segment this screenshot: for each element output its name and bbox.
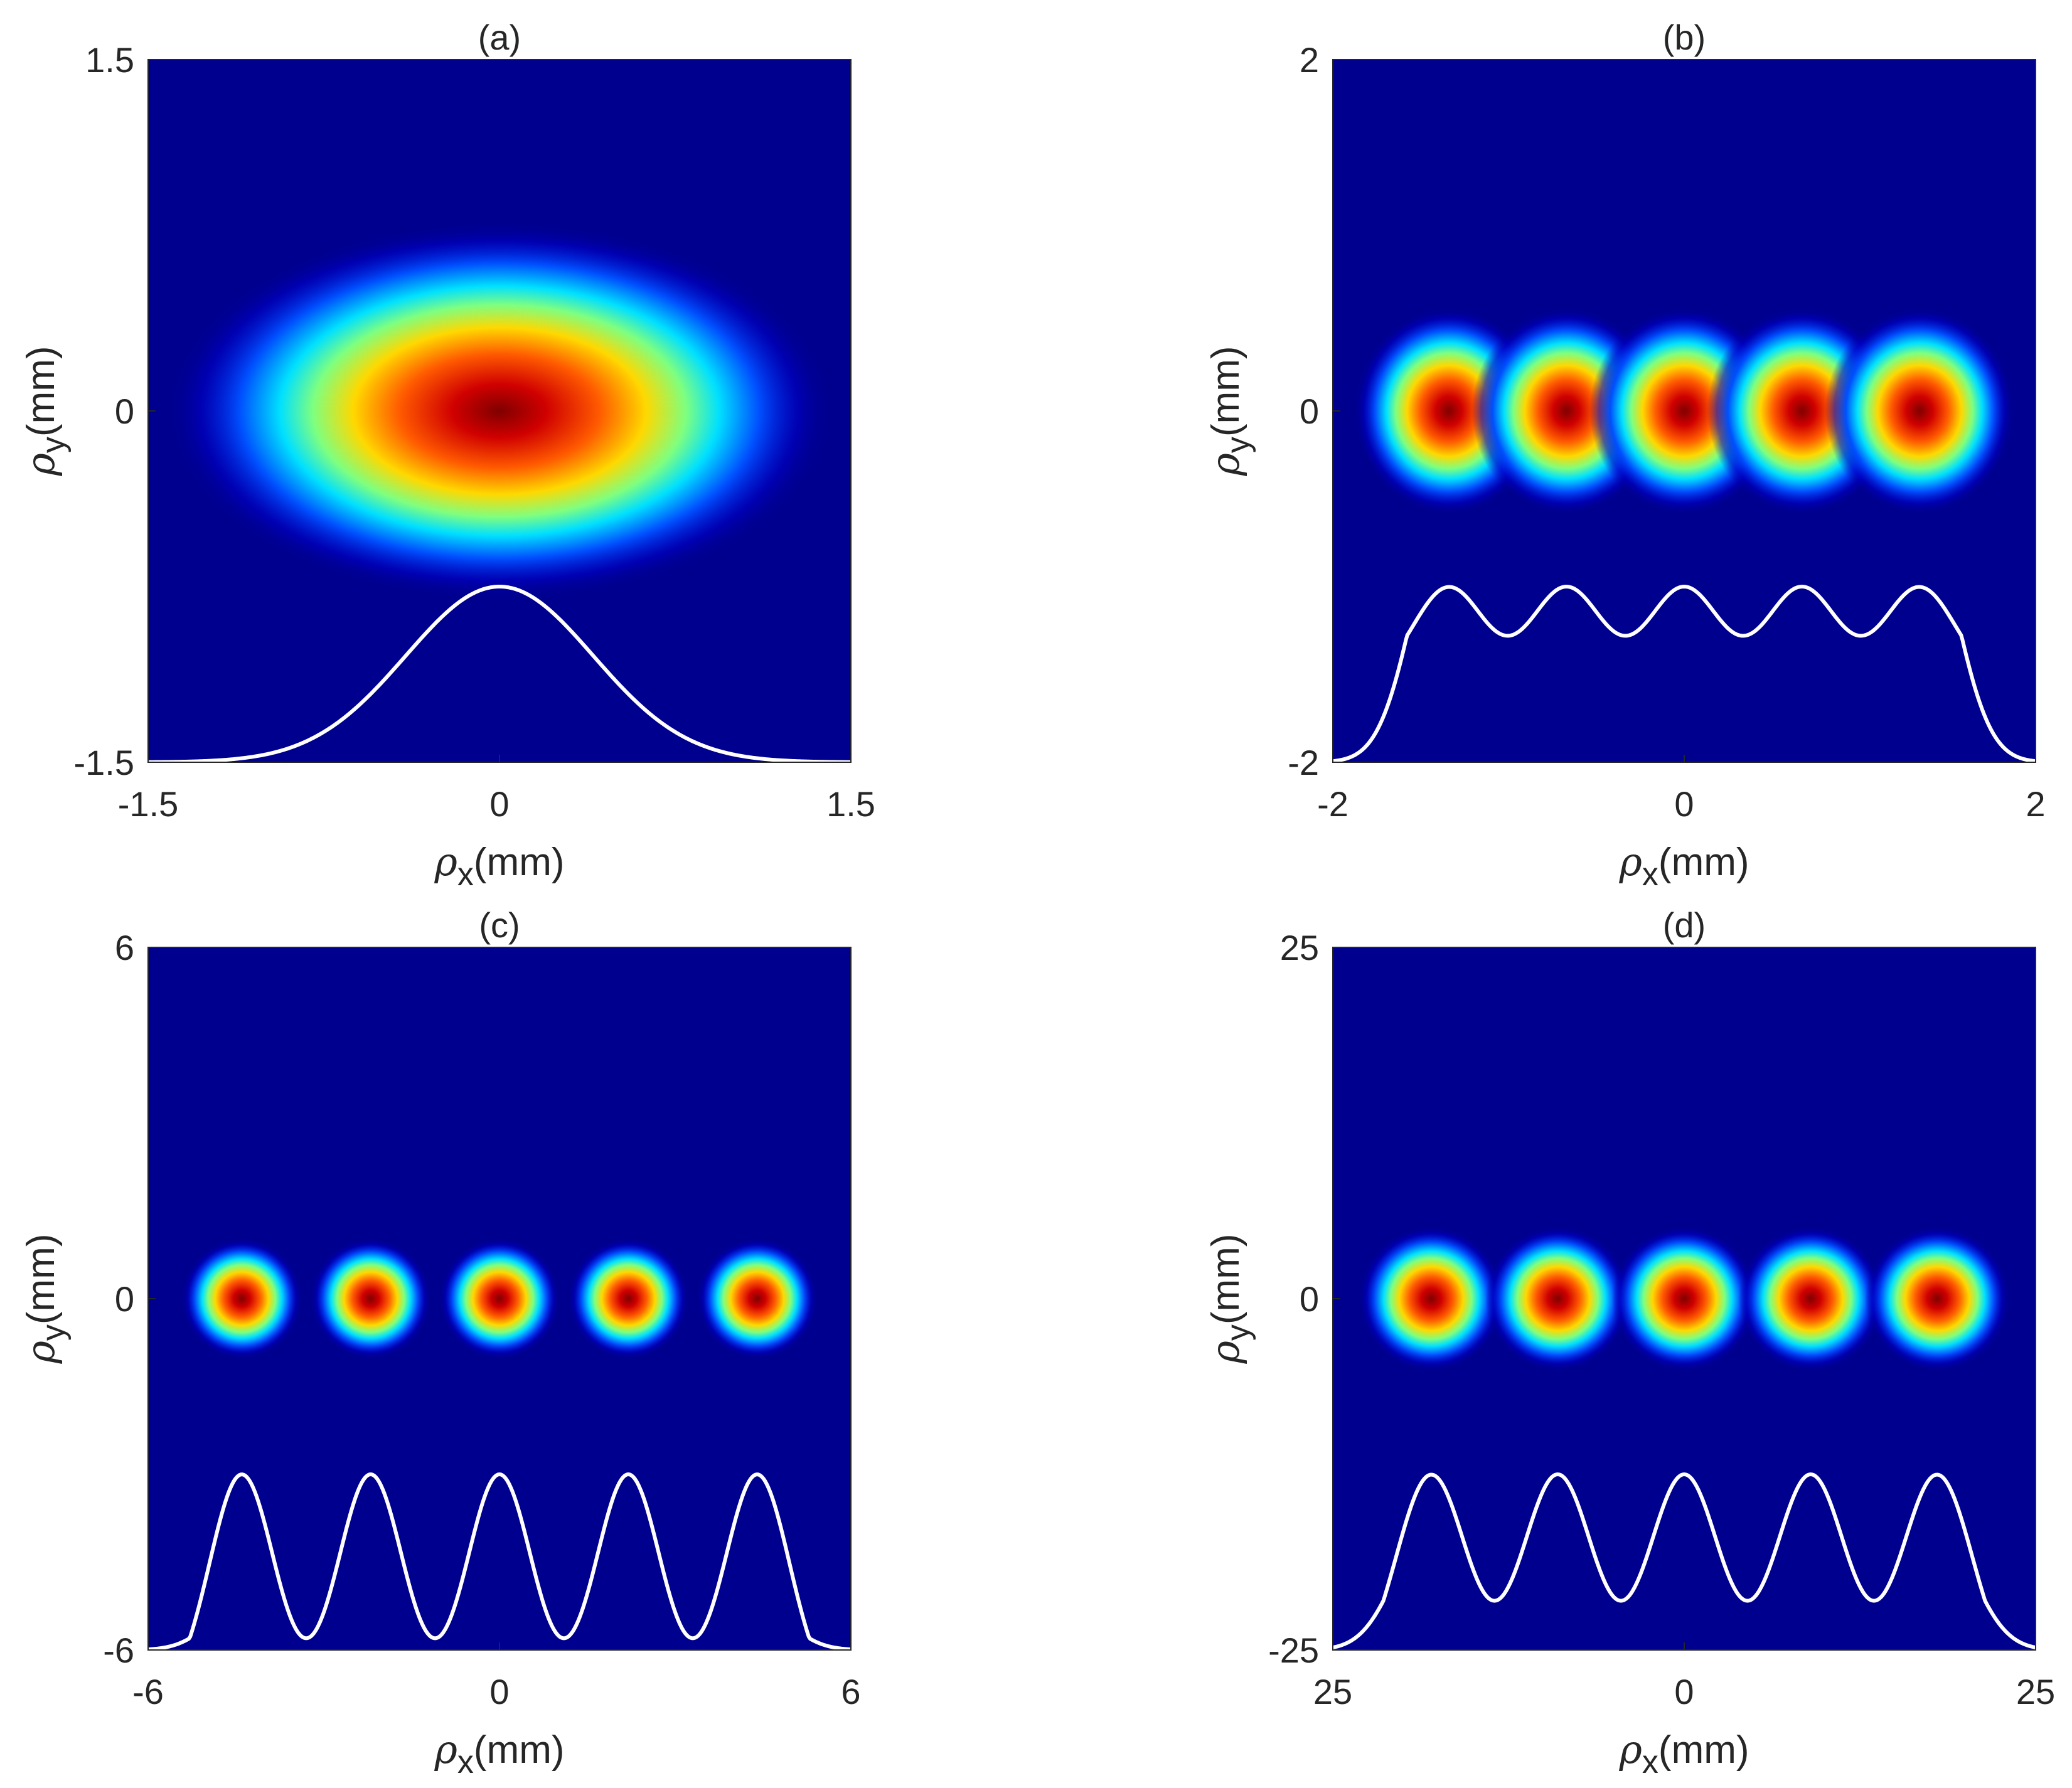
- intensity-spot: [166, 221, 833, 600]
- y-axis-label: ρy(mm): [18, 1233, 72, 1364]
- x-tick-label: -6: [132, 1672, 164, 1711]
- y-tick-label: 0: [1300, 391, 1319, 431]
- intensity-spot: [568, 1238, 689, 1360]
- intensity-spot: [310, 1238, 431, 1360]
- y-tick-label: 2: [1300, 40, 1319, 80]
- panel-title: (a): [478, 18, 521, 57]
- panel-c: -6 0 6 -6 0 6 (c) ρx(mm) ρy(mm): [18, 905, 861, 1780]
- x-tick-label: 25: [1313, 1672, 1352, 1711]
- intensity-profile-line: [1333, 1472, 2036, 1650]
- panel-title: (d): [1663, 905, 1706, 945]
- panel-title: (c): [479, 905, 520, 945]
- x-axis-label: ρx(mm): [434, 839, 564, 893]
- y-tick-label: 6: [115, 928, 134, 967]
- y-tick-label: -6: [103, 1631, 134, 1670]
- x-axis-label: ρx(mm): [434, 1727, 564, 1780]
- y-axis-label: ρy(mm): [1202, 346, 1256, 476]
- panel-a: -1.5 0 1.5 -1.5 0 1.5 (a) ρx(mm) ρy(mm): [18, 18, 875, 893]
- y-tick-label: -25: [1268, 1631, 1319, 1670]
- intensity-spot: [1738, 1226, 1883, 1371]
- y-tick-label: -2: [1288, 743, 1319, 782]
- x-tick-label: 0: [1674, 784, 1694, 824]
- intensity-spot: [1864, 1226, 2010, 1371]
- y-tick-label: -1.5: [74, 743, 135, 782]
- y-tick-label: 0: [115, 1279, 134, 1319]
- y-tick-label: 0: [1300, 1279, 1319, 1319]
- x-tick-label: 2: [2026, 784, 2045, 824]
- y-tick-label: 25: [1280, 928, 1319, 967]
- y-tick-label: 1.5: [85, 40, 134, 80]
- intensity-profile-line: [148, 584, 851, 762]
- y-axis-label: ρy(mm): [1202, 1233, 1256, 1364]
- x-tick-label: 25: [2016, 1672, 2055, 1711]
- x-axis-label: ρx(mm): [1618, 839, 1749, 893]
- x-axis-label: ρx(mm): [1618, 1727, 1749, 1780]
- intensity-spot: [181, 1238, 302, 1360]
- panel-b: -2 0 2 -2 0 2 (b) ρx(mm) ρy(mm): [1202, 18, 2046, 893]
- panel-title: (b): [1663, 18, 1706, 57]
- intensity-spot: [439, 1238, 560, 1360]
- x-tick-label: 0: [489, 784, 509, 824]
- x-tick-label: -2: [1317, 784, 1348, 824]
- intensity-spot: [1359, 1226, 1504, 1371]
- x-tick-label: 1.5: [826, 784, 875, 824]
- x-tick-label: 0: [489, 1672, 509, 1711]
- intensity-spot: [1485, 1226, 1630, 1371]
- intensity-spot: [1611, 1226, 1757, 1371]
- x-tick-label: -1.5: [118, 784, 179, 824]
- x-tick-label: 0: [1674, 1672, 1694, 1711]
- intensity-spot: [697, 1238, 818, 1360]
- intensity-profile-line: [148, 1472, 851, 1650]
- y-tick-label: 0: [115, 391, 134, 431]
- intensity-spot: [1825, 307, 2015, 514]
- x-tick-label: 6: [841, 1672, 860, 1711]
- intensity-profile-line: [1333, 584, 2036, 762]
- y-axis-label: ρy(mm): [18, 346, 72, 476]
